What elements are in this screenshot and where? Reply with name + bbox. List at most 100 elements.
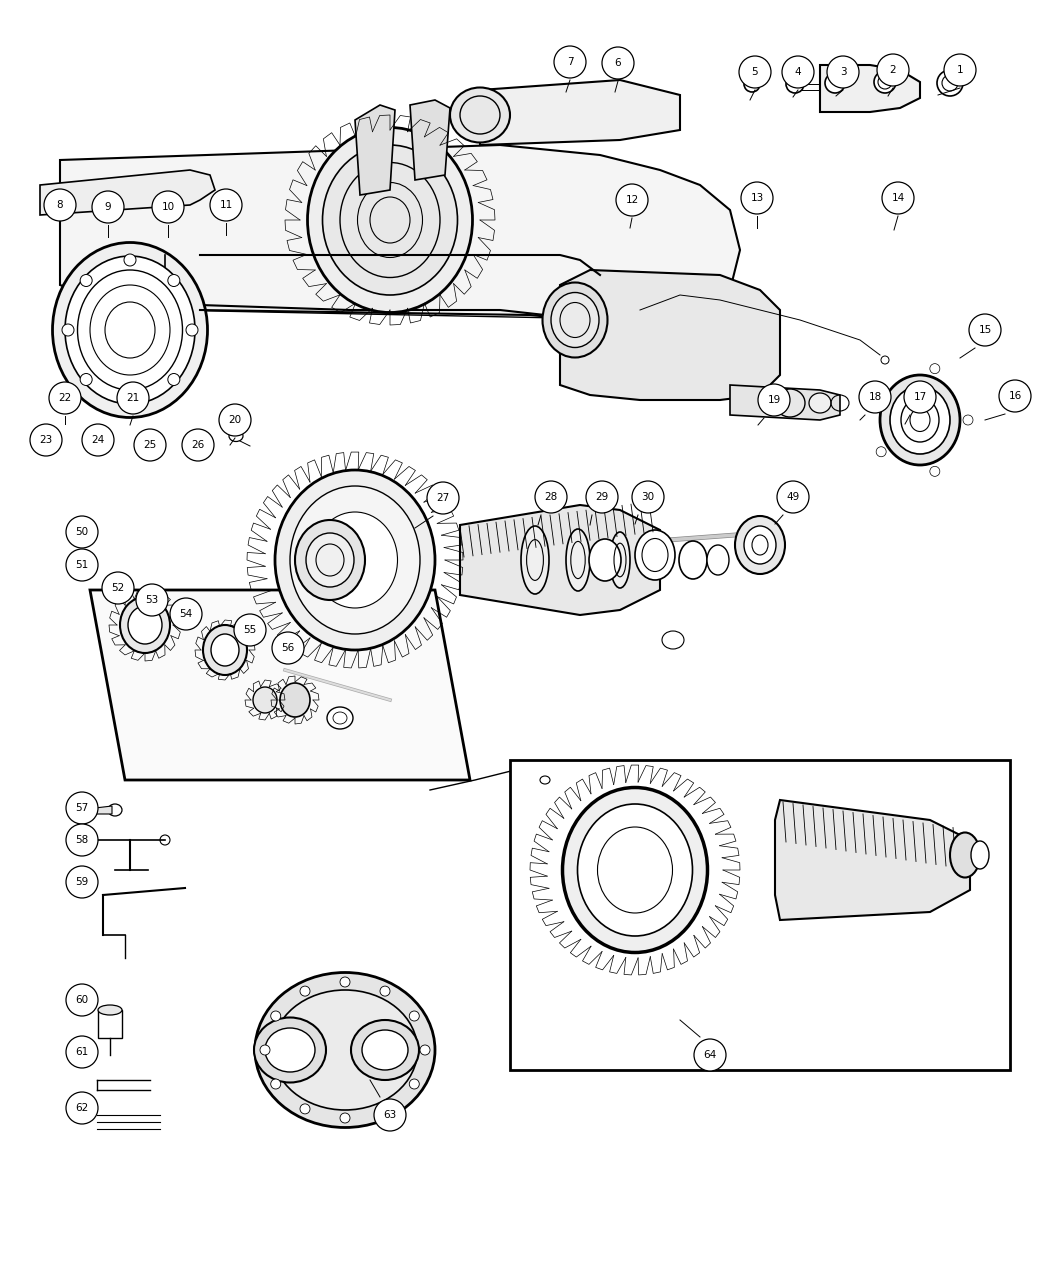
Ellipse shape	[563, 788, 708, 952]
Ellipse shape	[275, 470, 435, 650]
Polygon shape	[730, 385, 840, 419]
Circle shape	[124, 254, 136, 266]
Text: 15: 15	[979, 325, 991, 335]
Circle shape	[930, 467, 940, 477]
Circle shape	[234, 615, 266, 646]
Text: 54: 54	[180, 609, 192, 618]
Circle shape	[380, 986, 390, 996]
Circle shape	[66, 984, 98, 1016]
Text: 53: 53	[145, 595, 159, 606]
Polygon shape	[94, 806, 112, 813]
Text: 8: 8	[57, 200, 63, 210]
Ellipse shape	[253, 687, 277, 713]
Circle shape	[694, 1039, 726, 1071]
Text: 16: 16	[1008, 391, 1022, 402]
Circle shape	[186, 324, 198, 337]
Ellipse shape	[229, 431, 243, 441]
Bar	[98, 1010, 122, 1038]
Text: 20: 20	[229, 414, 242, 425]
Text: 2: 2	[889, 65, 897, 75]
Ellipse shape	[108, 805, 122, 816]
Circle shape	[117, 382, 149, 414]
Polygon shape	[410, 99, 450, 180]
Text: 60: 60	[76, 994, 88, 1005]
Ellipse shape	[327, 708, 353, 729]
Ellipse shape	[351, 1020, 419, 1080]
Circle shape	[963, 414, 973, 425]
Ellipse shape	[543, 283, 608, 357]
Text: 28: 28	[544, 492, 558, 502]
Bar	[510, 760, 1010, 1070]
Ellipse shape	[551, 292, 598, 348]
Text: 49: 49	[786, 492, 800, 502]
Circle shape	[124, 394, 136, 405]
Circle shape	[66, 550, 98, 581]
Text: 6: 6	[614, 57, 622, 68]
Text: 19: 19	[768, 395, 780, 405]
Ellipse shape	[306, 533, 354, 586]
Ellipse shape	[744, 76, 760, 92]
Ellipse shape	[308, 128, 472, 312]
Circle shape	[876, 384, 886, 393]
Circle shape	[758, 384, 790, 416]
Circle shape	[102, 572, 134, 604]
Text: 62: 62	[76, 1103, 88, 1113]
Circle shape	[134, 428, 166, 462]
Circle shape	[741, 182, 773, 214]
Text: 56: 56	[281, 643, 295, 653]
Text: 57: 57	[76, 803, 88, 813]
Circle shape	[170, 598, 202, 630]
Circle shape	[999, 380, 1031, 412]
Text: 26: 26	[191, 440, 205, 450]
Ellipse shape	[273, 989, 418, 1111]
Circle shape	[271, 1011, 280, 1021]
Text: 64: 64	[704, 1051, 716, 1060]
Text: 25: 25	[144, 440, 156, 450]
Ellipse shape	[950, 833, 980, 877]
Circle shape	[827, 56, 859, 88]
Circle shape	[168, 274, 180, 287]
Circle shape	[219, 404, 251, 436]
Text: 27: 27	[437, 493, 449, 504]
Polygon shape	[775, 799, 970, 921]
Circle shape	[272, 632, 304, 664]
Text: 52: 52	[111, 583, 125, 593]
Polygon shape	[560, 270, 780, 400]
Text: 59: 59	[76, 877, 88, 887]
Ellipse shape	[597, 827, 672, 913]
Circle shape	[859, 381, 891, 413]
Circle shape	[904, 381, 936, 413]
Text: 11: 11	[219, 200, 233, 210]
Ellipse shape	[610, 532, 630, 588]
Ellipse shape	[128, 606, 162, 644]
Text: 63: 63	[383, 1111, 397, 1119]
Text: 30: 30	[642, 492, 654, 502]
Circle shape	[300, 1104, 310, 1114]
Circle shape	[877, 54, 909, 85]
Ellipse shape	[874, 71, 896, 93]
Polygon shape	[460, 505, 660, 615]
Ellipse shape	[362, 1030, 408, 1070]
Circle shape	[152, 191, 184, 223]
Polygon shape	[355, 105, 395, 195]
Circle shape	[782, 56, 814, 88]
Ellipse shape	[52, 242, 208, 417]
Ellipse shape	[937, 70, 963, 96]
Text: 23: 23	[40, 435, 52, 445]
Ellipse shape	[290, 486, 420, 634]
Circle shape	[66, 824, 98, 856]
Circle shape	[80, 274, 92, 287]
Ellipse shape	[635, 530, 675, 580]
Ellipse shape	[98, 1005, 122, 1015]
Ellipse shape	[735, 516, 785, 574]
Circle shape	[882, 182, 914, 214]
Text: 12: 12	[626, 195, 638, 205]
Text: 21: 21	[126, 393, 140, 403]
Text: 51: 51	[76, 560, 88, 570]
Circle shape	[66, 516, 98, 548]
Circle shape	[777, 481, 808, 513]
Circle shape	[271, 1079, 280, 1089]
Circle shape	[632, 481, 664, 513]
Circle shape	[340, 977, 350, 987]
Circle shape	[80, 374, 92, 385]
